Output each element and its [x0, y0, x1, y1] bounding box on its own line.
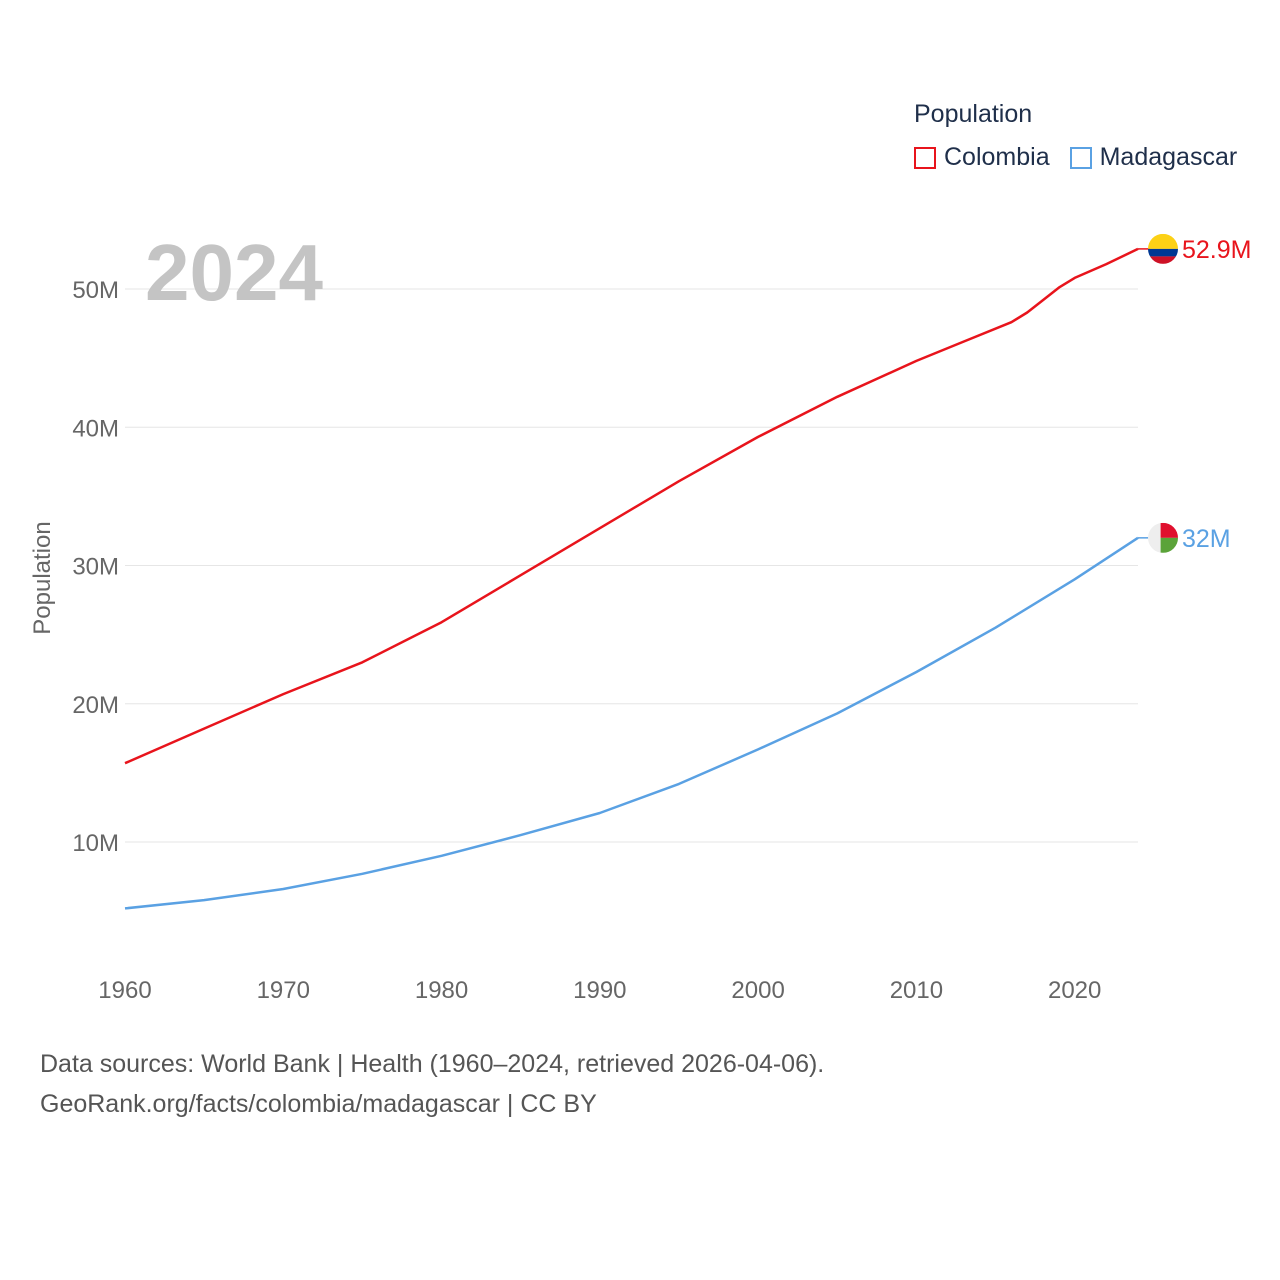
legend-item-colombia[interactable]: Colombia [914, 143, 1050, 172]
end-label-madagascar: 32M [1182, 525, 1231, 553]
end-label-colombia: 52.9M [1182, 236, 1251, 264]
series-line-madagascar [124, 536, 1139, 910]
y-axis-label: Population [29, 521, 56, 634]
legend-swatch-madagascar [1069, 146, 1092, 169]
x-tick-label: 2020 [1048, 977, 1101, 1004]
attribution-text: GeoRank.org/facts/colombia/madagascar | … [40, 1090, 597, 1118]
y-tick-label: 50M [72, 277, 119, 304]
legend-title: Population [914, 100, 1033, 128]
legend-label-colombia: Colombia [944, 143, 1050, 171]
population-chart: 10M 20M 30M 40M 50M 1960 1970 1980 1990 2000 2010 2… [29, 228, 1251, 1004]
year-label: 2024 [145, 228, 323, 317]
legend: Colombia Madagascar [914, 143, 1257, 172]
madagascar-flag-icon [1148, 522, 1178, 553]
legend-label-madagascar: Madagascar [1099, 143, 1238, 171]
x-tick-label: 1990 [573, 977, 626, 1004]
x-tick-label: 1980 [415, 977, 468, 1004]
series-line-colombia [124, 247, 1139, 765]
x-tick-label: 1970 [257, 977, 310, 1004]
x-tick-label: 2010 [890, 977, 943, 1004]
y-tick-label: 30M [72, 554, 119, 581]
y-tick-label: 20M [72, 692, 119, 719]
legend-item-madagascar[interactable]: Madagascar [1069, 143, 1238, 172]
data-source-text: Data sources: World Bank | Health (1960–… [40, 1050, 825, 1078]
y-tick-label: 40M [72, 415, 119, 442]
colombia-flag-icon [1148, 233, 1178, 264]
y-tick-label: 10M [72, 830, 119, 857]
legend-swatch-colombia [914, 146, 936, 169]
x-tick-label: 1960 [98, 977, 151, 1004]
x-tick-label: 2000 [731, 977, 784, 1004]
footer: Data sources: World Bank | Health (1960–… [40, 1044, 824, 1124]
